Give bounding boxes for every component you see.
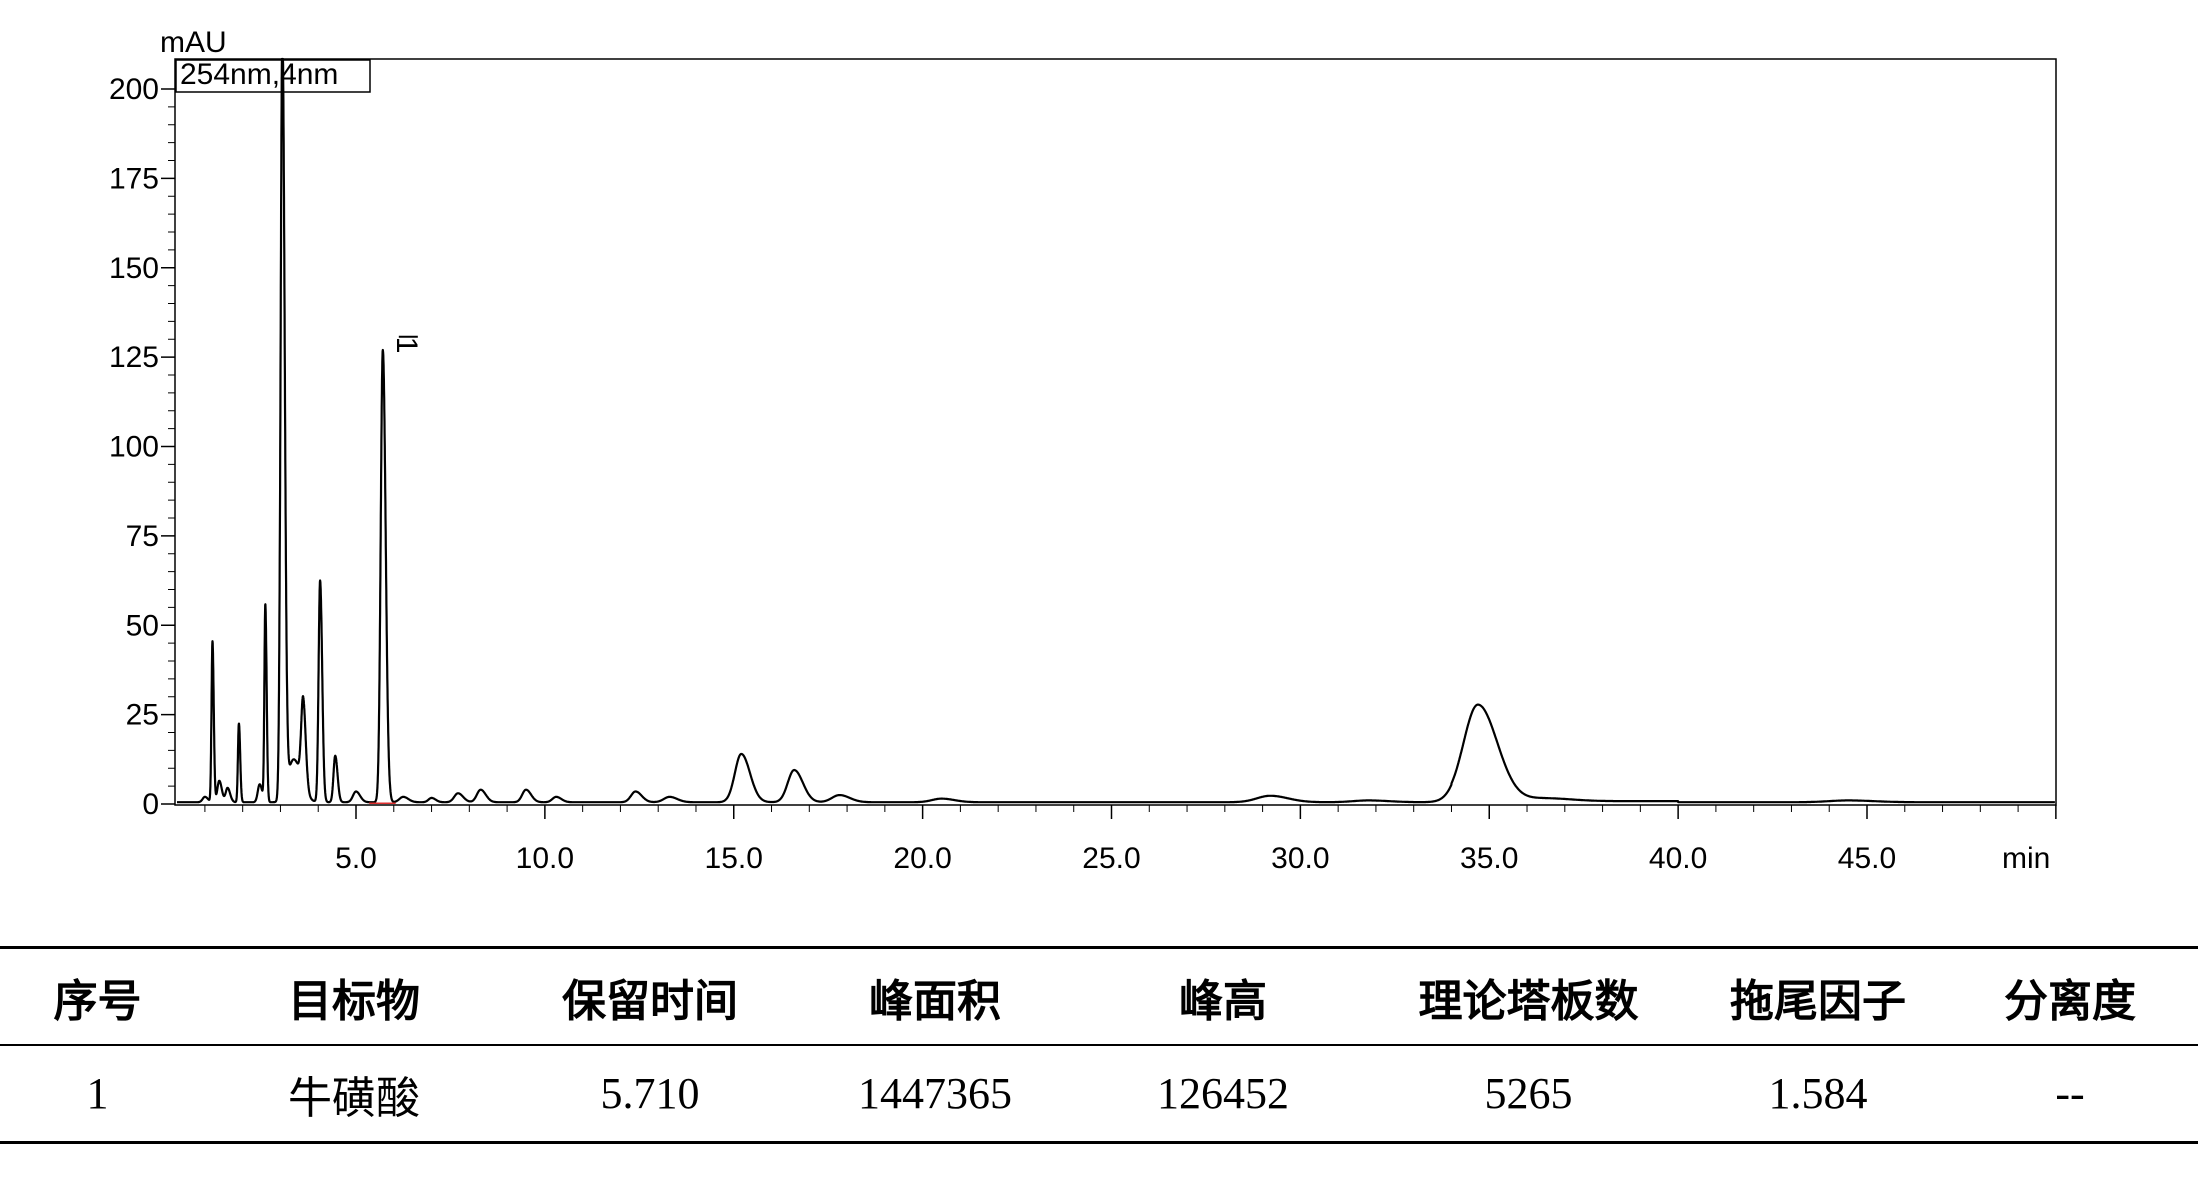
x-tick-label: 15.0 xyxy=(705,842,763,875)
cell-index: 1 xyxy=(0,1045,195,1144)
header-index: 序号 xyxy=(0,946,195,1046)
y-tick-label: 150 xyxy=(109,252,159,285)
header-retention-time: 保留时间 xyxy=(513,946,787,1046)
y-tick-label: 125 xyxy=(109,341,159,374)
peak-labels: 1 xyxy=(390,335,423,354)
y-tick-label: 175 xyxy=(109,162,159,195)
x-tick-label: 20.0 xyxy=(893,842,951,875)
table-header-row: 序号 目标物 保留时间 峰面积 峰高 理论塔板数 拖尾因子 分离度 xyxy=(0,946,2198,1046)
cell-target: 牛磺酸 xyxy=(195,1045,513,1144)
header-peak-area: 峰面积 xyxy=(787,946,1083,1046)
peak-label-text: 1 xyxy=(390,337,423,354)
y-tick-label: 200 xyxy=(109,73,159,106)
cell-tailing-factor: 1.584 xyxy=(1694,1045,1942,1144)
chromatogram-chart: 0 25 50 75 100 125 150 175 200 5.0 10.0 15.0 20.0 25… xyxy=(109,26,2057,875)
y-tick-label: 50 xyxy=(126,609,159,642)
plot-frame xyxy=(174,58,2057,806)
chromatogram-trace xyxy=(176,57,2056,804)
x-tick-label: 35.0 xyxy=(1460,842,1518,875)
y-tick-label: 0 xyxy=(142,788,159,821)
results-table: 序号 目标物 保留时间 峰面积 峰高 理论塔板数 拖尾因子 分离度 1 牛磺酸 … xyxy=(0,946,2198,1144)
x-tick-label: 30.0 xyxy=(1271,842,1329,875)
legend-box xyxy=(175,59,371,93)
y-tick-label: 25 xyxy=(126,699,159,732)
y-tick-label: 100 xyxy=(109,431,159,464)
header-theoretical-plates: 理论塔板数 xyxy=(1363,946,1694,1046)
cell-theoretical-plates: 5265 xyxy=(1363,1045,1694,1144)
cell-peak-area: 1447365 xyxy=(787,1045,1083,1144)
cell-retention-time: 5.710 xyxy=(513,1045,787,1144)
legend-label: 254nm,4nm xyxy=(180,58,338,91)
y-tick-label: 75 xyxy=(126,520,159,553)
x-tick-label: 5.0 xyxy=(335,842,377,875)
x-tick-label: 40.0 xyxy=(1649,842,1707,875)
x-tick-label: 25.0 xyxy=(1082,842,1140,875)
x-axis-unit-label: min xyxy=(2002,842,2050,875)
x-tick-label: 45.0 xyxy=(1838,842,1896,875)
x-tick-label: 10.0 xyxy=(516,842,574,875)
y-axis: 0 25 50 75 100 125 150 175 200 xyxy=(109,73,175,821)
x-axis: 5.0 10.0 15.0 20.0 25.0 30.0 35.0 40.0 45.0 xyxy=(204,805,2057,875)
cell-peak-height: 126452 xyxy=(1083,1045,1363,1144)
table-row: 1 牛磺酸 5.710 1447365 126452 5265 1.584 -- xyxy=(0,1045,2198,1144)
header-tailing-factor: 拖尾因子 xyxy=(1694,946,1942,1046)
header-resolution: 分离度 xyxy=(1942,946,2198,1046)
cell-resolution: -- xyxy=(1942,1045,2198,1144)
header-peak-height: 峰高 xyxy=(1083,946,1363,1046)
header-target: 目标物 xyxy=(195,946,513,1046)
y-axis-unit-label: mAU xyxy=(160,26,227,59)
peak-label: 1 xyxy=(390,335,423,354)
